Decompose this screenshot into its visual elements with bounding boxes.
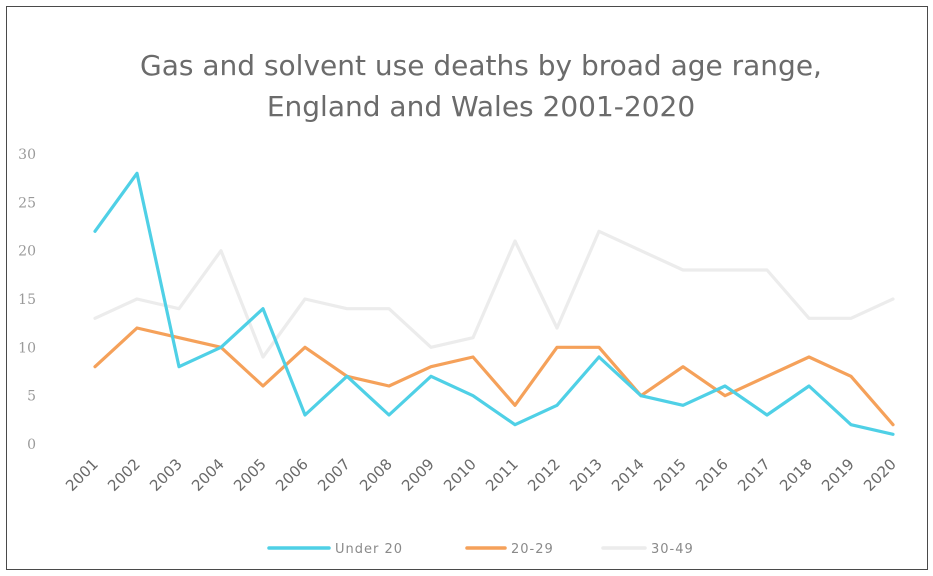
y-tick-label: 5 [27,389,36,405]
y-tick-label: 10 [18,340,36,356]
x-tick-label: 2010 [440,455,480,495]
x-tick-label: 2016 [692,455,732,495]
x-tick-label: 2008 [356,455,396,495]
x-tick-label: 2003 [146,455,186,495]
legend-label: Under 20 [335,542,403,557]
x-tick-label: 2004 [188,455,228,495]
x-tick-label: 2018 [776,455,816,495]
line-chart: Gas and solvent use deaths by broad age … [18,49,900,557]
chart-title-line-1: Gas and solvent use deaths by broad age … [140,49,822,82]
series-line-20-29 [93,326,895,427]
x-tick-label: 2012 [524,455,564,495]
x-tick-label: 2019 [818,455,858,495]
x-tick-label: 2009 [398,455,438,495]
series-line-under-20 [93,171,895,436]
x-tick-label: 2002 [104,455,144,495]
legend-label: 20-29 [511,542,554,557]
y-tick-label: 30 [18,147,36,163]
y-tick-label: 20 [18,244,36,260]
y-tick-label: 0 [27,437,36,453]
x-tick-label: 2011 [482,455,522,495]
x-axis-ticks: 2001 2002 2003 2004 2005 2006 2007 2008 2009 2010… [62,455,900,495]
x-tick-label: 2013 [566,455,606,495]
y-tick-label: 25 [18,195,36,211]
x-tick-label: 2001 [62,455,102,495]
x-tick-label: 2014 [608,455,648,495]
x-tick-label: 2005 [230,455,270,495]
y-axis-ticks: 0 5 10 15 20 25 30 [18,147,36,453]
legend: Under 20 20-29 30-49 [267,542,694,557]
chart-frame: Gas and solvent use deaths by broad age … [6,6,928,570]
x-tick-label: 2017 [734,455,774,495]
legend-label: 30-49 [651,542,694,557]
chart-title-line-2: England and Wales 2001-2020 [267,90,695,123]
series-line-30-49 [93,229,895,359]
x-tick-label: 2007 [314,455,354,495]
y-tick-label: 15 [18,292,36,308]
series-lines [93,171,895,436]
x-tick-label: 2006 [272,455,312,495]
x-tick-label: 2015 [650,455,690,495]
x-tick-label: 2020 [860,455,900,495]
